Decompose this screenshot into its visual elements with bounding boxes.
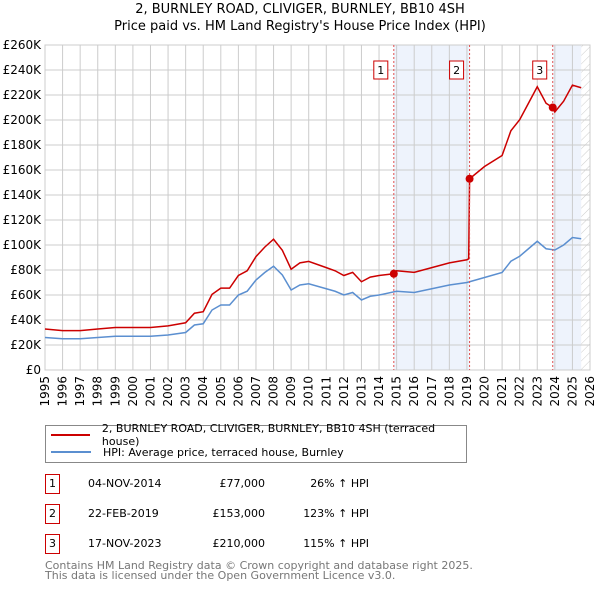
- sale-price: £210,000: [212, 537, 266, 550]
- x-tick-label: 2010: [302, 376, 316, 407]
- x-tick-label: 2000: [126, 376, 140, 407]
- y-tick-label: £80K: [10, 263, 42, 277]
- x-tick-label: 1997: [73, 376, 87, 407]
- x-tick-label: 2020: [478, 376, 492, 407]
- x-tick-label: 2024: [548, 376, 562, 407]
- sale-marker-label: 3: [536, 64, 543, 77]
- x-tick-label: 2019: [460, 376, 474, 407]
- y-tick-label: £260K: [3, 38, 43, 52]
- y-tick-label: £200K: [3, 113, 43, 127]
- x-tick-label: 2006: [231, 376, 245, 407]
- chart-title: 2, BURNLEY ROAD, CLIVIGER, BURNLEY, BB10…: [135, 2, 465, 17]
- x-tick-label: 2018: [442, 376, 456, 407]
- x-tick-label: 2023: [530, 376, 544, 407]
- sale-hpi-change: 123% ↑ HPI: [303, 507, 369, 520]
- y-tick-label: £120K: [3, 213, 43, 227]
- legend: 2, BURNLEY ROAD, CLIVIGER, BURNLEY, BB10…: [45, 422, 467, 463]
- sale-date: 17-NOV-2023: [88, 537, 162, 550]
- y-tick-label: £140K: [3, 188, 43, 202]
- sale-row: 1 04-NOV-2014 £77,000 26% ↑ HPI: [0, 474, 600, 494]
- x-tick-label: 2021: [495, 376, 509, 407]
- y-tick-label: £180K: [3, 138, 43, 152]
- x-tick-label: 2005: [214, 376, 228, 407]
- sale-marker-label: 2: [453, 64, 460, 77]
- sale-marker-box: [532, 60, 548, 80]
- y-tick-label: £100K: [3, 238, 43, 252]
- sale-date: 04-NOV-2014: [88, 477, 162, 490]
- y-tick-label: £60K: [10, 288, 42, 302]
- y-tick-label: £20K: [10, 338, 42, 352]
- footer-line-1: Contains HM Land Registry data © Crown c…: [45, 559, 473, 572]
- sale-hpi-change: 26% ↑ HPI: [310, 477, 369, 490]
- x-tick-label: 1996: [56, 376, 70, 407]
- y-tick-label: £220K: [3, 88, 43, 102]
- y-tick-label: £160K: [3, 163, 43, 177]
- sale-row: 2 22-FEB-2019 £153,000 123% ↑ HPI: [0, 504, 600, 524]
- legend-swatch-property: [51, 434, 90, 436]
- x-tick-label: 2002: [161, 376, 175, 407]
- price-chart: £0 £20K £40K £60K £80K £100K £120K £140K £160K £1…: [3, 38, 597, 407]
- sale-marker-number: 3: [45, 534, 60, 554]
- footer: Contains HM Land Registry data © Crown c…: [45, 559, 473, 582]
- x-tick-label: 2004: [196, 376, 210, 407]
- shaded-period-2: [552, 45, 582, 370]
- sale-marker-number: 2: [45, 504, 60, 524]
- sale-marker-number: 1: [45, 474, 60, 494]
- x-tick-label: 2013: [354, 376, 368, 407]
- x-tick-label: 2003: [179, 376, 193, 407]
- legend-label-hpi: HPI: Average price, terraced house, Burn…: [103, 445, 344, 459]
- legend-label-property: 2, BURNLEY ROAD, CLIVIGER, BURNLEY, BB10…: [101, 422, 436, 448]
- x-tick-label: 2016: [407, 376, 421, 407]
- sale-marker-box: [449, 60, 465, 80]
- x-tick-label: 2015: [390, 376, 404, 407]
- property-price-line: [44, 84, 582, 332]
- x-tick-label: 2008: [267, 376, 281, 407]
- plot-border: [44, 44, 591, 371]
- y-tick-label: £40K: [10, 313, 42, 327]
- sale-date: 22-FEB-2019: [88, 507, 159, 520]
- sale-point: [389, 269, 398, 278]
- sale-marker-box: [373, 60, 389, 80]
- x-tick-label: 2017: [425, 376, 439, 407]
- x-tick-label: 1999: [108, 376, 122, 407]
- sale-point: [465, 174, 474, 183]
- sale-point: [548, 103, 557, 112]
- x-tick-label: 2026: [583, 376, 597, 407]
- sale-price: £77,000: [219, 477, 266, 490]
- chart-subtitle: Price paid vs. HM Land Registry's House …: [114, 19, 486, 34]
- sale-price: £153,000: [212, 507, 266, 520]
- sale-row: 3 17-NOV-2023 £210,000 115% ↑ HPI: [0, 534, 600, 554]
- x-tick-label: 2012: [337, 376, 351, 407]
- y-tick-label: £240K: [3, 63, 43, 77]
- x-tick-label: 1998: [91, 376, 105, 407]
- x-tick-label: 2011: [319, 376, 333, 407]
- sale-marker-label: 1: [377, 64, 384, 77]
- x-tick-label: 2009: [284, 376, 298, 407]
- x-tick-label: 2025: [565, 376, 579, 407]
- x-tick-label: 1995: [38, 376, 52, 407]
- x-tick-label: 2001: [143, 376, 157, 407]
- forecast-hatch: [581, 45, 590, 370]
- sale-hpi-change: 115% ↑ HPI: [303, 537, 369, 550]
- y-tick-label: £0: [26, 363, 41, 377]
- x-tick-label: 2007: [249, 376, 263, 407]
- x-tick-label: 2014: [372, 376, 386, 407]
- hpi-line: [44, 236, 582, 340]
- x-tick-label: 2022: [513, 376, 527, 407]
- legend-swatch-hpi: [51, 451, 91, 453]
- footer-line-2: This data is licensed under the Open Gov…: [45, 569, 396, 582]
